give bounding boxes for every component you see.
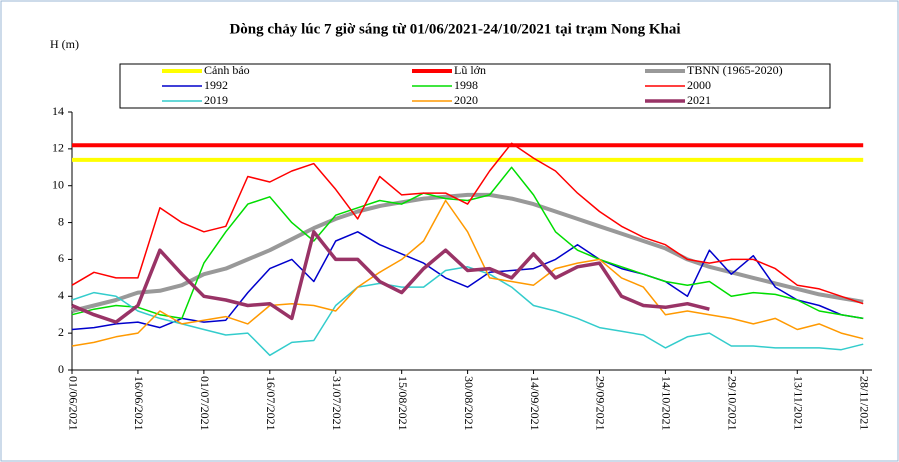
legend-label: Lũ lớn	[454, 63, 486, 77]
y-tick-label: 6	[58, 251, 64, 265]
y-tick-label: 14	[52, 104, 64, 118]
series-line	[71, 192, 864, 313]
legend-label: 1992	[204, 78, 228, 92]
x-tick-label: 14/10/2021	[660, 376, 674, 431]
y-tick-label: 2	[58, 325, 64, 339]
x-tick-label: 14/09/2021	[528, 376, 542, 431]
y-tick-label: 0	[58, 362, 64, 376]
series-line	[71, 199, 864, 347]
legend-label: 2000	[687, 78, 711, 92]
series-line	[71, 266, 864, 357]
y-tick-label: 4	[58, 288, 64, 302]
y-tick-label: 10	[52, 177, 64, 191]
series-line	[71, 230, 710, 324]
legend-label: Cảnh báo	[204, 63, 250, 77]
legend-label: 2019	[204, 93, 228, 107]
y-axis-label: H (m)	[50, 37, 79, 51]
series-line	[71, 231, 864, 331]
x-tick-label: 01/06/2021	[66, 376, 80, 431]
x-tick-label: 29/09/2021	[594, 376, 608, 431]
legend-box	[119, 63, 831, 109]
chart-title: Dòng chảy lúc 7 giờ sáng từ 01/06/2021-2…	[229, 21, 680, 37]
legend-label: 1998	[454, 78, 478, 92]
legend-label: 2021	[687, 93, 711, 107]
x-tick-label: 01/07/2021	[198, 376, 212, 431]
x-tick-label: 13/11/2021	[792, 376, 806, 430]
x-tick-label: 16/06/2021	[132, 376, 146, 431]
x-tick-label: 15/08/2021	[396, 376, 410, 431]
legend-label: 2020	[454, 93, 478, 107]
x-tick-label: 28/11/2021	[857, 376, 871, 430]
x-tick-label: 31/07/2021	[330, 376, 344, 431]
y-tick-label: 8	[58, 214, 64, 228]
series-line	[71, 166, 864, 320]
x-tick-label: 16/07/2021	[264, 376, 278, 431]
x-tick-label: 29/10/2021	[726, 376, 740, 431]
series-line	[71, 142, 864, 305]
legend-label: TBNN (1965-2020)	[687, 63, 783, 77]
y-tick-label: 12	[52, 141, 64, 155]
x-tick-label: 30/08/2021	[462, 376, 476, 431]
